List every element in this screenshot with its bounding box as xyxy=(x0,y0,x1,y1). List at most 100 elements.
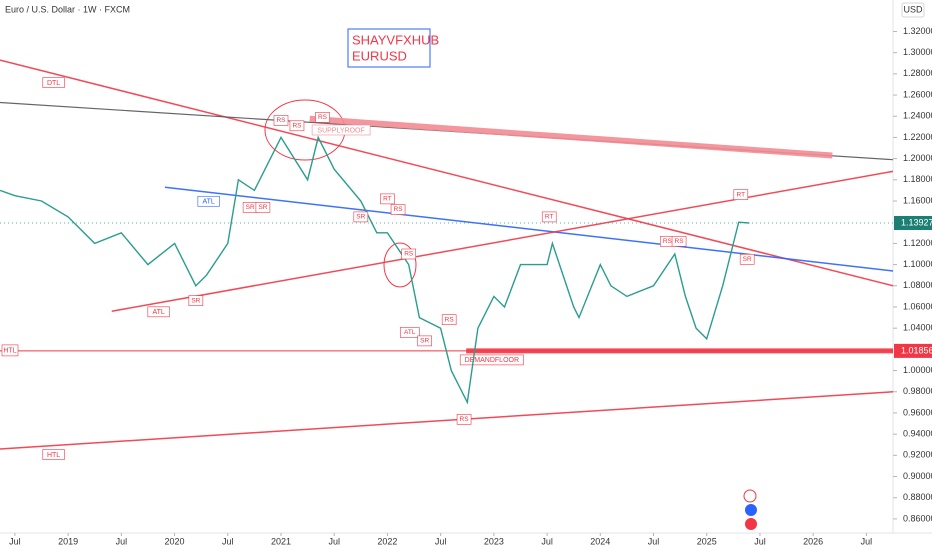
annotation-label: RT xyxy=(383,196,392,203)
x-tick-label: Jul xyxy=(222,536,234,546)
annotation-box xyxy=(315,112,330,123)
annotation-label: SR xyxy=(246,204,255,211)
x-tick-label: Jul xyxy=(328,536,340,546)
annotation-label: SR xyxy=(420,338,429,345)
annotation-box xyxy=(456,414,472,425)
annotation-box xyxy=(353,211,369,223)
y-tick-label: 1.04000 xyxy=(903,323,932,333)
annotation-box xyxy=(441,314,457,325)
level-price-box xyxy=(894,343,932,358)
annotation-label: RS xyxy=(445,316,455,323)
annotation-box xyxy=(188,295,204,306)
trendline xyxy=(309,115,833,159)
annotation-box xyxy=(390,204,406,215)
y-tick-label: 1.10000 xyxy=(903,259,932,269)
annotation-box xyxy=(255,202,271,213)
x-tick-label: Jul xyxy=(754,536,766,546)
y-tick-label: 0.98000 xyxy=(903,386,932,396)
y-tick-label: 1.06000 xyxy=(903,301,932,311)
note-box xyxy=(347,28,431,68)
trendline-label: DEMANDFLOOR xyxy=(465,357,519,364)
annotation-label: RS xyxy=(675,238,685,245)
level-label: HTL xyxy=(3,348,16,355)
trendline-label-box xyxy=(459,354,524,366)
annotation-box xyxy=(733,189,749,200)
note-line: EURUSD xyxy=(352,48,407,63)
annotation-label: RS xyxy=(460,416,470,423)
annotation-label: RT xyxy=(737,191,746,198)
annotation-label: RS xyxy=(292,122,302,129)
annotation-box xyxy=(671,235,687,247)
trendline-label: ATL xyxy=(202,199,214,206)
annotation-label: RS xyxy=(394,206,404,213)
y-tick-label: 1.00000 xyxy=(903,365,932,375)
y-tick-label: 1.20000 xyxy=(903,153,932,163)
annotation-label: SR xyxy=(356,214,365,221)
x-tick-label: Jul xyxy=(861,536,873,546)
last-price-box xyxy=(894,215,932,230)
level-price: 1.01856 xyxy=(901,345,932,355)
trendline-label-box xyxy=(147,306,170,318)
trendline xyxy=(111,170,894,312)
annotation-label: ATL xyxy=(404,329,416,336)
x-tick-label: 2021 xyxy=(271,536,291,546)
annotation-label: RS xyxy=(663,238,673,245)
x-tick-label: 2019 xyxy=(58,536,78,546)
trendline-label: SUPPLYROOF xyxy=(317,127,364,134)
y-tick-label: 1.26000 xyxy=(903,89,932,99)
trendline-label: ATL xyxy=(152,309,164,316)
y-tick-label: 1.12000 xyxy=(903,238,932,248)
y-tick-label: 1.22000 xyxy=(903,132,932,142)
annotation-box xyxy=(739,253,755,265)
annotation-label: SR xyxy=(743,256,752,263)
trendline xyxy=(0,391,894,450)
annotation-label: RS xyxy=(404,251,414,258)
trendline xyxy=(164,186,894,272)
trendline-label-box xyxy=(311,124,371,136)
annotation-box xyxy=(289,120,305,132)
annotation-box xyxy=(417,335,432,347)
x-tick-label: Jul xyxy=(9,536,21,546)
annotation-label: RS xyxy=(318,114,328,121)
x-tick-label: 2023 xyxy=(484,536,504,546)
x-tick-label: 2025 xyxy=(697,536,717,546)
price-line xyxy=(0,135,750,405)
annotation-label: RS xyxy=(276,117,286,124)
trendline-label: DTL xyxy=(47,80,60,87)
annotation-box xyxy=(401,248,417,260)
level-label-box xyxy=(1,344,19,357)
annotation-label: RT xyxy=(545,214,554,221)
annotation-label: SR xyxy=(258,204,267,211)
x-tick-label: 2026 xyxy=(803,536,823,546)
trendline-label-box xyxy=(42,449,65,460)
icon xyxy=(745,518,757,530)
y-tick-label: 1.32000 xyxy=(903,26,932,36)
x-tick-label: Jul xyxy=(648,536,660,546)
x-tick-label: 2024 xyxy=(590,536,610,546)
annotation-box xyxy=(273,115,289,126)
trendline xyxy=(0,59,894,287)
trendline-label-box xyxy=(42,77,65,88)
annotation-box xyxy=(541,211,557,223)
y-tick-label: 1.30000 xyxy=(903,47,932,57)
last-price-label: 1.13927 xyxy=(901,217,932,227)
currency-box xyxy=(901,2,925,18)
y-tick-label: 1.16000 xyxy=(903,195,932,205)
annotation-box xyxy=(380,193,395,205)
x-tick-label: Jul xyxy=(435,536,447,546)
x-tick-label: 2020 xyxy=(165,536,185,546)
x-tick-label: Jul xyxy=(541,536,553,546)
x-tick-label: Jul xyxy=(116,536,128,546)
x-tick-label: 2022 xyxy=(377,536,397,546)
icon xyxy=(743,489,757,503)
circle-mark xyxy=(383,242,417,288)
y-tick-label: 1.18000 xyxy=(903,174,932,184)
